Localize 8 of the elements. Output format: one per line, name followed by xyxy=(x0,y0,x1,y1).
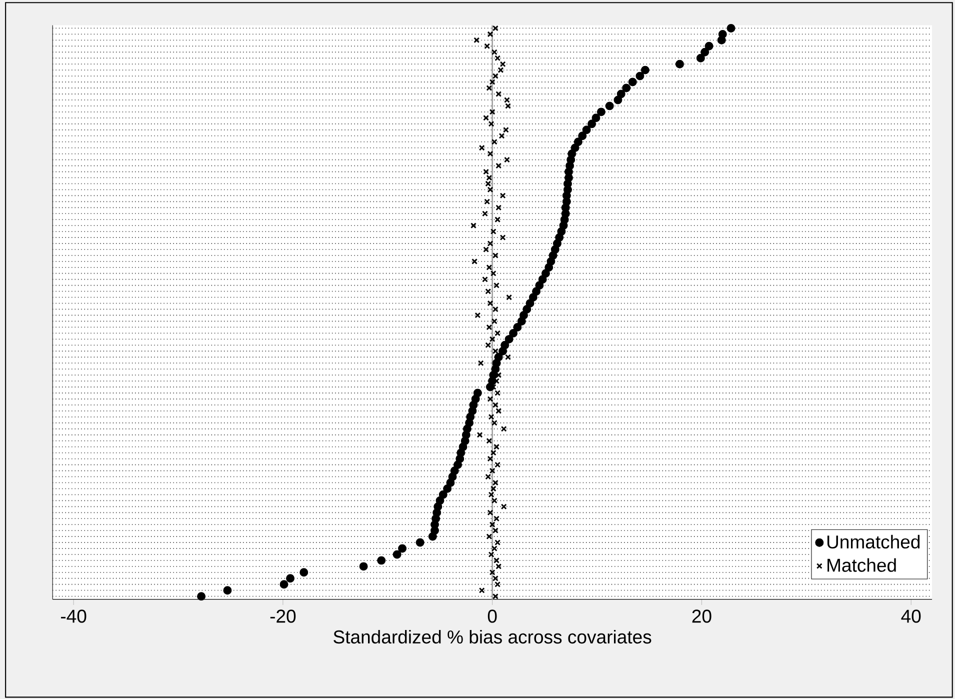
legend-label: Matched xyxy=(828,558,896,572)
legend-label: Unmatched xyxy=(827,534,920,548)
x-tick-label: 0 xyxy=(488,610,497,623)
x-axis-title: Standardized % bias across covariates xyxy=(334,630,652,644)
x-tick-label: 20 xyxy=(692,610,712,623)
x-tick-label: -40 xyxy=(61,610,86,623)
x-tick-label: 40 xyxy=(901,610,921,623)
x-tick-label: -20 xyxy=(270,610,296,623)
